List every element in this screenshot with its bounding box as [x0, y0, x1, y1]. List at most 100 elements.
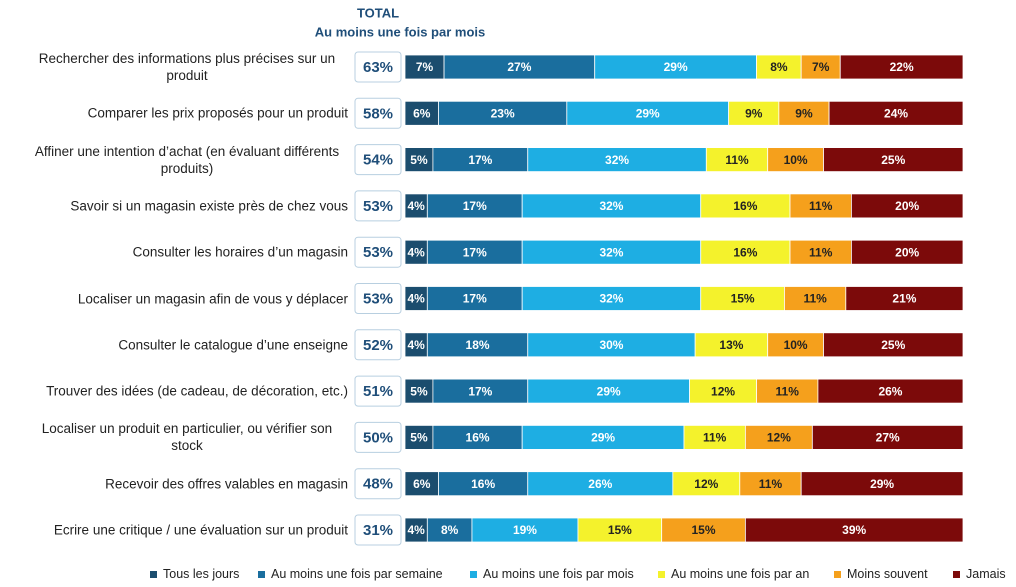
value-label: 17% [463, 245, 487, 259]
legend-item: Moins souvent [834, 567, 928, 581]
category-text: Localiser un produit en particulier, ou … [41, 421, 333, 454]
bar-segment [683, 424, 746, 450]
category-label: Trouver des idées (de cadeau, de décorat… [18, 383, 348, 400]
value-label: 11% [776, 384, 800, 398]
category-text: Recevoir des offres valables en magasin [105, 476, 348, 492]
legend-item: Tous les jours [150, 567, 239, 581]
value-label: 30% [599, 338, 623, 352]
legend-swatch [470, 570, 477, 578]
bar-segment [700, 286, 785, 311]
value-label: 27% [876, 431, 900, 445]
legend-label: Au moins une fois par semaine [271, 567, 443, 581]
value-label: 16% [466, 431, 490, 445]
value-label: 25% [881, 338, 905, 352]
value-label: 32% [605, 153, 629, 167]
total-label: 48% [363, 476, 393, 493]
bar-segment [527, 378, 690, 404]
value-label: 11% [803, 292, 827, 306]
total-label: 51% [363, 383, 393, 400]
total-label: 50% [363, 429, 393, 446]
bar-segment [851, 193, 964, 219]
total-label: 63% [363, 59, 393, 76]
value-label: 16% [733, 245, 757, 259]
value-label: 16% [733, 199, 757, 213]
total-box [354, 97, 402, 129]
bar-segment [767, 332, 824, 358]
value-label: 11% [725, 153, 749, 167]
bar-segment [700, 193, 791, 219]
legend-item: Au moins une fois par an [658, 567, 809, 581]
total-box [354, 468, 402, 500]
bar-segment [661, 517, 746, 543]
bar-segment [744, 424, 813, 450]
value-label: 8% [441, 523, 459, 537]
bar-segment [789, 193, 852, 219]
bar-segment [839, 54, 964, 80]
category-text: Comparer les prix proposés pour un produ… [87, 105, 348, 121]
bar-segment [594, 54, 757, 80]
value-label: 9% [795, 106, 813, 120]
value-label: 12% [767, 431, 791, 445]
total-box [354, 236, 402, 268]
value-label: 13% [719, 338, 743, 352]
value-label: 17% [463, 292, 487, 306]
total-label: 53% [363, 198, 393, 215]
total-label: 53% [363, 290, 393, 307]
legend-label: Au moins une fois par an [671, 567, 810, 581]
bar-segment [577, 517, 663, 543]
bar-segment [739, 471, 802, 497]
total-label: 53% [363, 244, 393, 261]
value-label: 17% [468, 384, 492, 398]
legend-swatch [258, 570, 265, 578]
bar-segment [851, 239, 964, 265]
bar-segment [800, 54, 841, 80]
value-label: 6% [413, 106, 431, 120]
total-box [354, 190, 402, 222]
category-label: Comparer les prix proposés pour un produ… [18, 105, 348, 122]
legend-swatch [834, 570, 841, 578]
bar-segment [744, 517, 964, 543]
bar-segment [778, 100, 830, 126]
value-label: 12% [711, 384, 735, 398]
bar-segment [823, 332, 964, 358]
legend-swatch [953, 570, 960, 578]
value-label: 4% [407, 199, 425, 213]
value-label: 15% [692, 523, 716, 537]
legend-item: Jamais [953, 567, 1006, 581]
total-box [354, 283, 402, 314]
bar-segment [700, 239, 791, 265]
category-label: Recevoir des offres valables en magasin [18, 475, 348, 492]
value-label: 4% [407, 292, 425, 306]
value-label: 29% [591, 431, 615, 445]
value-label: 5% [410, 431, 428, 445]
legend-item: Au moins une fois par semaine [258, 567, 443, 581]
total-box [354, 144, 402, 176]
value-label: 15% [731, 292, 755, 306]
value-label: 26% [588, 477, 612, 491]
value-label: 32% [599, 245, 623, 259]
value-label: 29% [597, 384, 621, 398]
bar-segment [689, 378, 757, 404]
value-label: 9% [745, 106, 763, 120]
value-label: 12% [694, 477, 718, 491]
category-text: Consulter le catalogue d’une enseigne [118, 337, 348, 353]
legend-label: Au moins une fois par mois [483, 567, 634, 581]
value-label: 11% [759, 477, 783, 491]
value-label: 21% [892, 292, 916, 306]
bar-segment [404, 424, 434, 450]
value-label: 5% [410, 153, 428, 167]
total-box [354, 421, 402, 453]
value-label: 15% [608, 523, 632, 537]
value-label: 20% [895, 199, 919, 213]
bar-segment [672, 471, 741, 497]
bar-segment [426, 517, 473, 543]
bar-segment [404, 147, 434, 173]
bar-segment [823, 147, 964, 173]
value-label: 29% [636, 106, 660, 120]
total-label: 54% [363, 152, 393, 169]
bar-segment [521, 424, 685, 450]
bar-segment [426, 193, 523, 219]
bar-segment [432, 378, 529, 404]
bar-segment [694, 332, 769, 358]
